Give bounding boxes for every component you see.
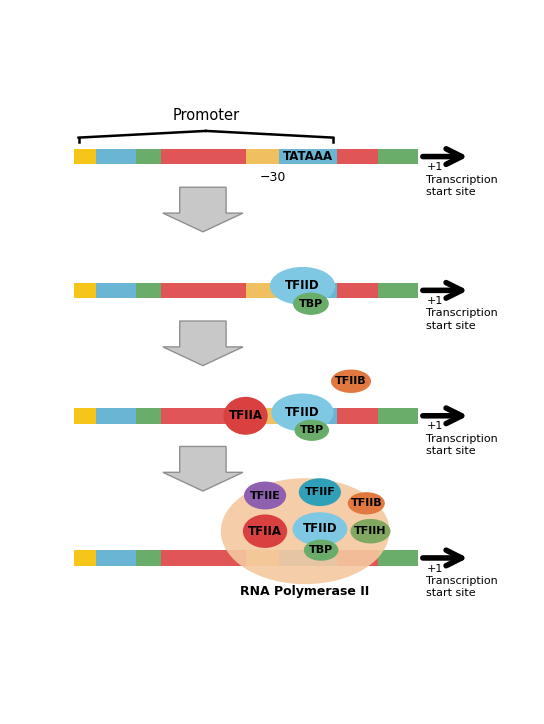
Text: +1
Transcription
start site: +1 Transcription start site [426,421,498,456]
Bar [246,408,279,424]
Text: TFIIA: TFIIA [248,525,282,538]
Text: +1
Transcription
start site: +1 Transcription start site [426,563,498,598]
Text: TFIID: TFIID [302,523,337,536]
Bar [337,282,378,298]
Text: TFIID: TFIID [285,406,320,419]
Ellipse shape [293,292,329,315]
Bar [160,550,246,565]
Bar [75,550,96,565]
Bar [75,282,96,298]
Bar [246,550,279,565]
Ellipse shape [331,369,371,393]
Bar [96,148,136,164]
Bar [96,550,136,565]
Ellipse shape [271,394,333,432]
Bar [279,408,337,424]
Text: +1
Transcription
start site: +1 Transcription start site [426,296,498,331]
Ellipse shape [299,479,341,506]
Bar [279,148,337,164]
Bar [378,550,418,565]
Bar [136,408,160,424]
Text: TFIIA: TFIIA [228,409,263,422]
FancyArrow shape [163,447,243,491]
Bar [136,282,160,298]
Text: TFIIH: TFIIH [354,526,387,536]
Text: TBP: TBP [300,425,324,435]
Text: TFIIB: TFIIB [350,498,382,508]
Bar [246,282,279,298]
Ellipse shape [348,492,385,515]
Bar [75,148,96,164]
Bar [96,408,136,424]
FancyArrow shape [163,188,243,232]
Ellipse shape [304,539,338,560]
Text: TATAAA: TATAAA [283,150,333,163]
Bar [378,282,418,298]
Text: RNA Polymerase II: RNA Polymerase II [240,585,370,598]
Text: −30: −30 [259,171,286,184]
Bar [75,408,96,424]
Bar [96,282,136,298]
Text: TFIIF: TFIIF [305,487,335,497]
Text: Promoter: Promoter [172,108,239,122]
Text: TBP: TBP [309,545,333,555]
Bar [378,408,418,424]
Bar [337,408,378,424]
Bar [160,148,246,164]
Ellipse shape [224,397,268,434]
Ellipse shape [294,420,329,441]
Bar [337,148,378,164]
Bar [337,550,378,565]
Ellipse shape [221,479,390,584]
Bar [160,282,246,298]
Bar [378,148,418,164]
Bar [279,148,337,164]
Bar [279,282,337,298]
Text: TFIIB: TFIIB [335,376,367,386]
Text: TFIID: TFIID [285,279,320,292]
Ellipse shape [244,481,286,510]
Ellipse shape [350,519,391,544]
Text: +1
Transcription
start site: +1 Transcription start site [426,162,498,197]
Bar [160,408,246,424]
Text: TFIIE: TFIIE [250,491,281,500]
Bar [246,148,279,164]
Bar [136,148,160,164]
FancyArrow shape [163,321,243,366]
Bar [136,550,160,565]
Ellipse shape [293,513,347,546]
Ellipse shape [243,515,287,548]
Text: TBP: TBP [299,299,323,308]
Bar [279,550,337,565]
Ellipse shape [270,267,335,305]
